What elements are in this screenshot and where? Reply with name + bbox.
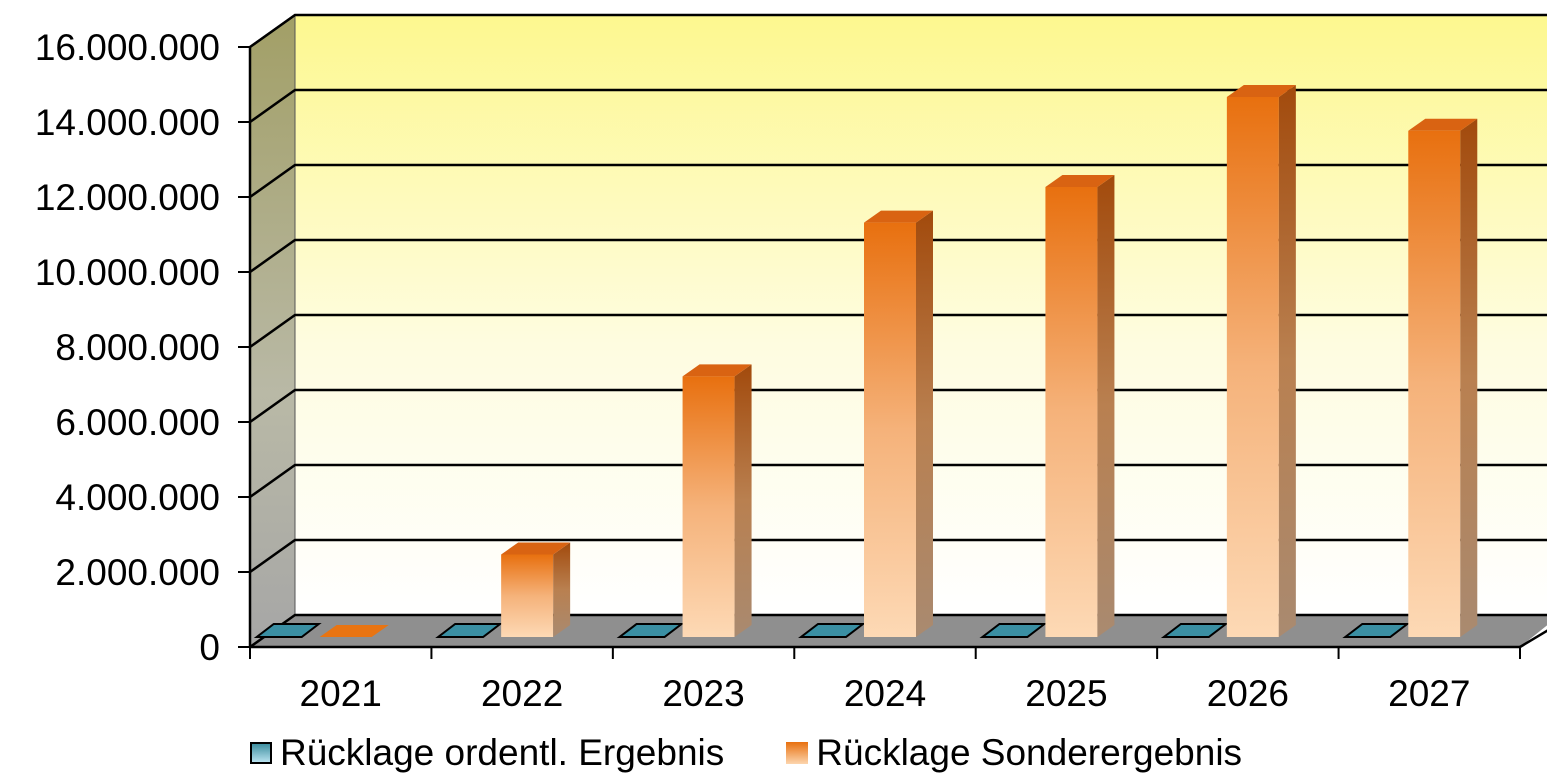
bar-sonder-side (1460, 118, 1478, 637)
legend-item-ordentl: Rücklage ordentl. Ergebnis (250, 732, 724, 774)
x-tick-label: 2027 (1388, 673, 1470, 714)
bar-sonder (1045, 187, 1098, 637)
y-tick-labels: 0 2.000.000 4.000.000 6.000.000 8.000.000 10.… (35, 27, 220, 668)
y-tick-label: 10.000.000 (35, 252, 220, 293)
bar-ordentl (798, 623, 866, 638)
gridline (249, 313, 1547, 349)
gridlines (249, 13, 1547, 649)
gridline (249, 388, 1547, 424)
y-tick-label: 8.000.000 (55, 327, 220, 368)
y-tick-label: 0 (199, 627, 220, 668)
bar-sonder-side (916, 210, 933, 637)
bar-sonder (1408, 130, 1461, 637)
x-tick-label: 2026 (1207, 673, 1289, 714)
axes (238, 46, 1547, 659)
bars (253, 85, 1478, 638)
bar-ordentl (1160, 623, 1229, 638)
bar-sonder (864, 222, 916, 637)
wall-edge (249, 14, 296, 48)
x-tick-label: 2021 (300, 673, 382, 714)
x-tick-label: 2025 (1025, 673, 1107, 714)
bar-sonder-side (1097, 175, 1115, 637)
gridline (249, 163, 1547, 199)
bar-ordentl (616, 623, 685, 638)
y-tick-label: 4.000.000 (55, 477, 220, 518)
legend-swatch-sonder (786, 742, 809, 764)
bar-sonder (682, 376, 735, 637)
bar-sonder (501, 554, 554, 637)
x-tick-label: 2024 (844, 673, 926, 714)
floor-edge (1519, 629, 1547, 649)
bar-sonder-top (1226, 85, 1296, 97)
bar-ordentl (1342, 623, 1411, 638)
legend: Rücklage ordentl. Ergebnis Rücklage Sond… (250, 732, 1242, 774)
legend-label-sonder: Rücklage Sonderergebnis (816, 732, 1243, 773)
gridline (249, 538, 1547, 574)
gridline (249, 463, 1547, 499)
gridline (249, 238, 1547, 274)
y-tick-label: 6.000.000 (55, 402, 220, 443)
gridline (249, 88, 1547, 124)
x-tick-label: 2023 (662, 673, 744, 714)
bar-sonder-top (1045, 175, 1115, 187)
bar-sonder (1226, 97, 1279, 637)
bar-sonder-top (501, 542, 571, 555)
bar-sonder-side (1278, 85, 1296, 637)
bar-sonder-side (553, 542, 571, 637)
x-tick-label: 2022 (481, 673, 563, 714)
bar-sonder (319, 625, 389, 637)
y-tick-label: 2.000.000 (55, 552, 220, 593)
y-tick-label: 16.000.000 (35, 27, 220, 68)
legend-item-sonder: Rücklage Sonderergebnis (786, 732, 1242, 774)
bar-sonder-top (1408, 118, 1478, 131)
legend-label-ordentl: Rücklage ordentl. Ergebnis (280, 732, 725, 773)
bar-ordentl (979, 623, 1048, 638)
x-tick-labels: 2021 2022 2023 2024 2025 2026 2027 (300, 673, 1471, 714)
bar-sonder-side (734, 364, 752, 637)
legend-swatch-ordentl (250, 742, 272, 764)
y-tick-label: 14.000.000 (35, 102, 220, 143)
bar-sonder-top (864, 210, 933, 223)
bar-ordentl (435, 623, 504, 638)
bar-ordentl (253, 623, 322, 638)
bar-sonder-top (682, 364, 752, 377)
y-tick-label: 12.000.000 (35, 177, 220, 218)
